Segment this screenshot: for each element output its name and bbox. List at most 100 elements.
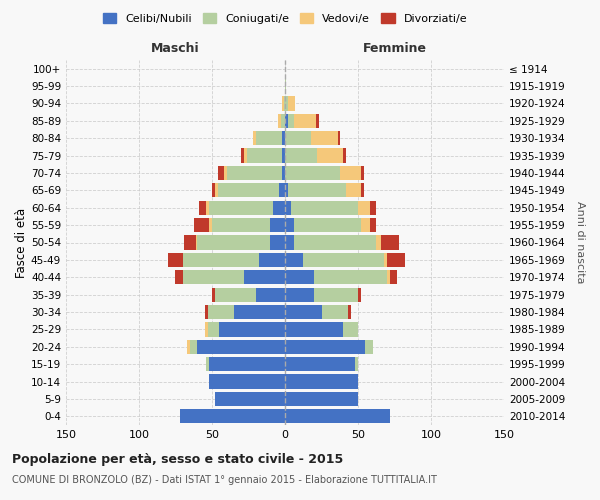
Bar	[355, 357, 358, 372]
Bar	[285, 409, 390, 424]
Bar	[285, 79, 286, 93]
Bar	[291, 200, 358, 215]
Bar	[183, 270, 244, 284]
Bar	[285, 114, 288, 128]
Bar	[244, 270, 285, 284]
Bar	[370, 200, 376, 215]
Bar	[346, 183, 361, 198]
Bar	[311, 131, 338, 146]
Bar	[285, 183, 288, 198]
Bar	[285, 236, 294, 250]
Bar	[285, 288, 314, 302]
Y-axis label: Fasce di età: Fasce di età	[15, 208, 28, 278]
Bar	[294, 218, 361, 232]
Bar	[212, 288, 215, 302]
Bar	[387, 253, 405, 267]
Bar	[256, 288, 285, 302]
Bar	[294, 236, 376, 250]
Bar	[197, 340, 285, 354]
Bar	[215, 183, 218, 198]
Bar	[215, 392, 285, 406]
Bar	[274, 200, 285, 215]
Bar	[282, 96, 284, 110]
Bar	[227, 166, 282, 180]
Bar	[271, 218, 285, 232]
Bar	[285, 322, 343, 336]
Bar	[187, 340, 190, 354]
Legend: Celibi/Nubili, Coniugati/e, Vedovi/e, Divorziati/e: Celibi/Nubili, Coniugati/e, Vedovi/e, Di…	[98, 9, 472, 29]
Bar	[285, 218, 294, 232]
Bar	[361, 166, 364, 180]
Bar	[197, 236, 271, 250]
Bar	[218, 166, 224, 180]
Text: COMUNE DI BRONZOLO (BZ) - Dati ISTAT 1° gennaio 2015 - Elaborazione TUTTITALIA.I: COMUNE DI BRONZOLO (BZ) - Dati ISTAT 1° …	[12, 475, 437, 485]
Bar	[278, 114, 281, 128]
Bar	[284, 96, 285, 110]
Bar	[322, 305, 348, 319]
Bar	[285, 148, 317, 162]
Bar	[285, 305, 322, 319]
Bar	[205, 305, 208, 319]
Bar	[208, 305, 234, 319]
Bar	[234, 305, 285, 319]
Bar	[209, 357, 285, 372]
Bar	[348, 305, 351, 319]
Bar	[279, 183, 285, 198]
Bar	[361, 183, 364, 198]
Bar	[358, 200, 370, 215]
Bar	[168, 253, 183, 267]
Bar	[183, 253, 259, 267]
Bar	[271, 236, 285, 250]
Bar	[215, 288, 256, 302]
Bar	[361, 218, 370, 232]
Bar	[387, 270, 390, 284]
Bar	[206, 200, 209, 215]
Bar	[256, 131, 282, 146]
Text: Femmine: Femmine	[362, 42, 427, 55]
Bar	[259, 253, 285, 267]
Bar	[370, 218, 376, 232]
Bar	[288, 183, 346, 198]
Bar	[180, 409, 285, 424]
Bar	[285, 166, 340, 180]
Bar	[317, 148, 343, 162]
Bar	[316, 114, 319, 128]
Bar	[194, 218, 209, 232]
Bar	[175, 270, 183, 284]
Bar	[382, 236, 399, 250]
Bar	[208, 322, 220, 336]
Bar	[281, 114, 285, 128]
Bar	[282, 131, 285, 146]
Bar	[285, 270, 314, 284]
Bar	[285, 340, 365, 354]
Bar	[282, 166, 285, 180]
Bar	[282, 148, 285, 162]
Bar	[285, 131, 311, 146]
Text: Maschi: Maschi	[151, 42, 200, 55]
Bar	[196, 236, 197, 250]
Bar	[209, 200, 274, 215]
Bar	[285, 357, 355, 372]
Bar	[209, 218, 212, 232]
Bar	[199, 200, 206, 215]
Bar	[285, 253, 302, 267]
Bar	[384, 253, 387, 267]
Bar	[288, 96, 295, 110]
Bar	[365, 340, 373, 354]
Bar	[314, 288, 358, 302]
Bar	[247, 148, 282, 162]
Bar	[390, 270, 397, 284]
Bar	[205, 322, 208, 336]
Bar	[294, 114, 316, 128]
Bar	[340, 166, 361, 180]
Bar	[218, 183, 279, 198]
Bar	[253, 131, 256, 146]
Bar	[212, 183, 215, 198]
Bar	[184, 236, 196, 250]
Bar	[288, 114, 294, 128]
Bar	[343, 148, 346, 162]
Bar	[314, 270, 387, 284]
Bar	[190, 340, 197, 354]
Bar	[302, 253, 384, 267]
Y-axis label: Anni di nascita: Anni di nascita	[575, 201, 585, 284]
